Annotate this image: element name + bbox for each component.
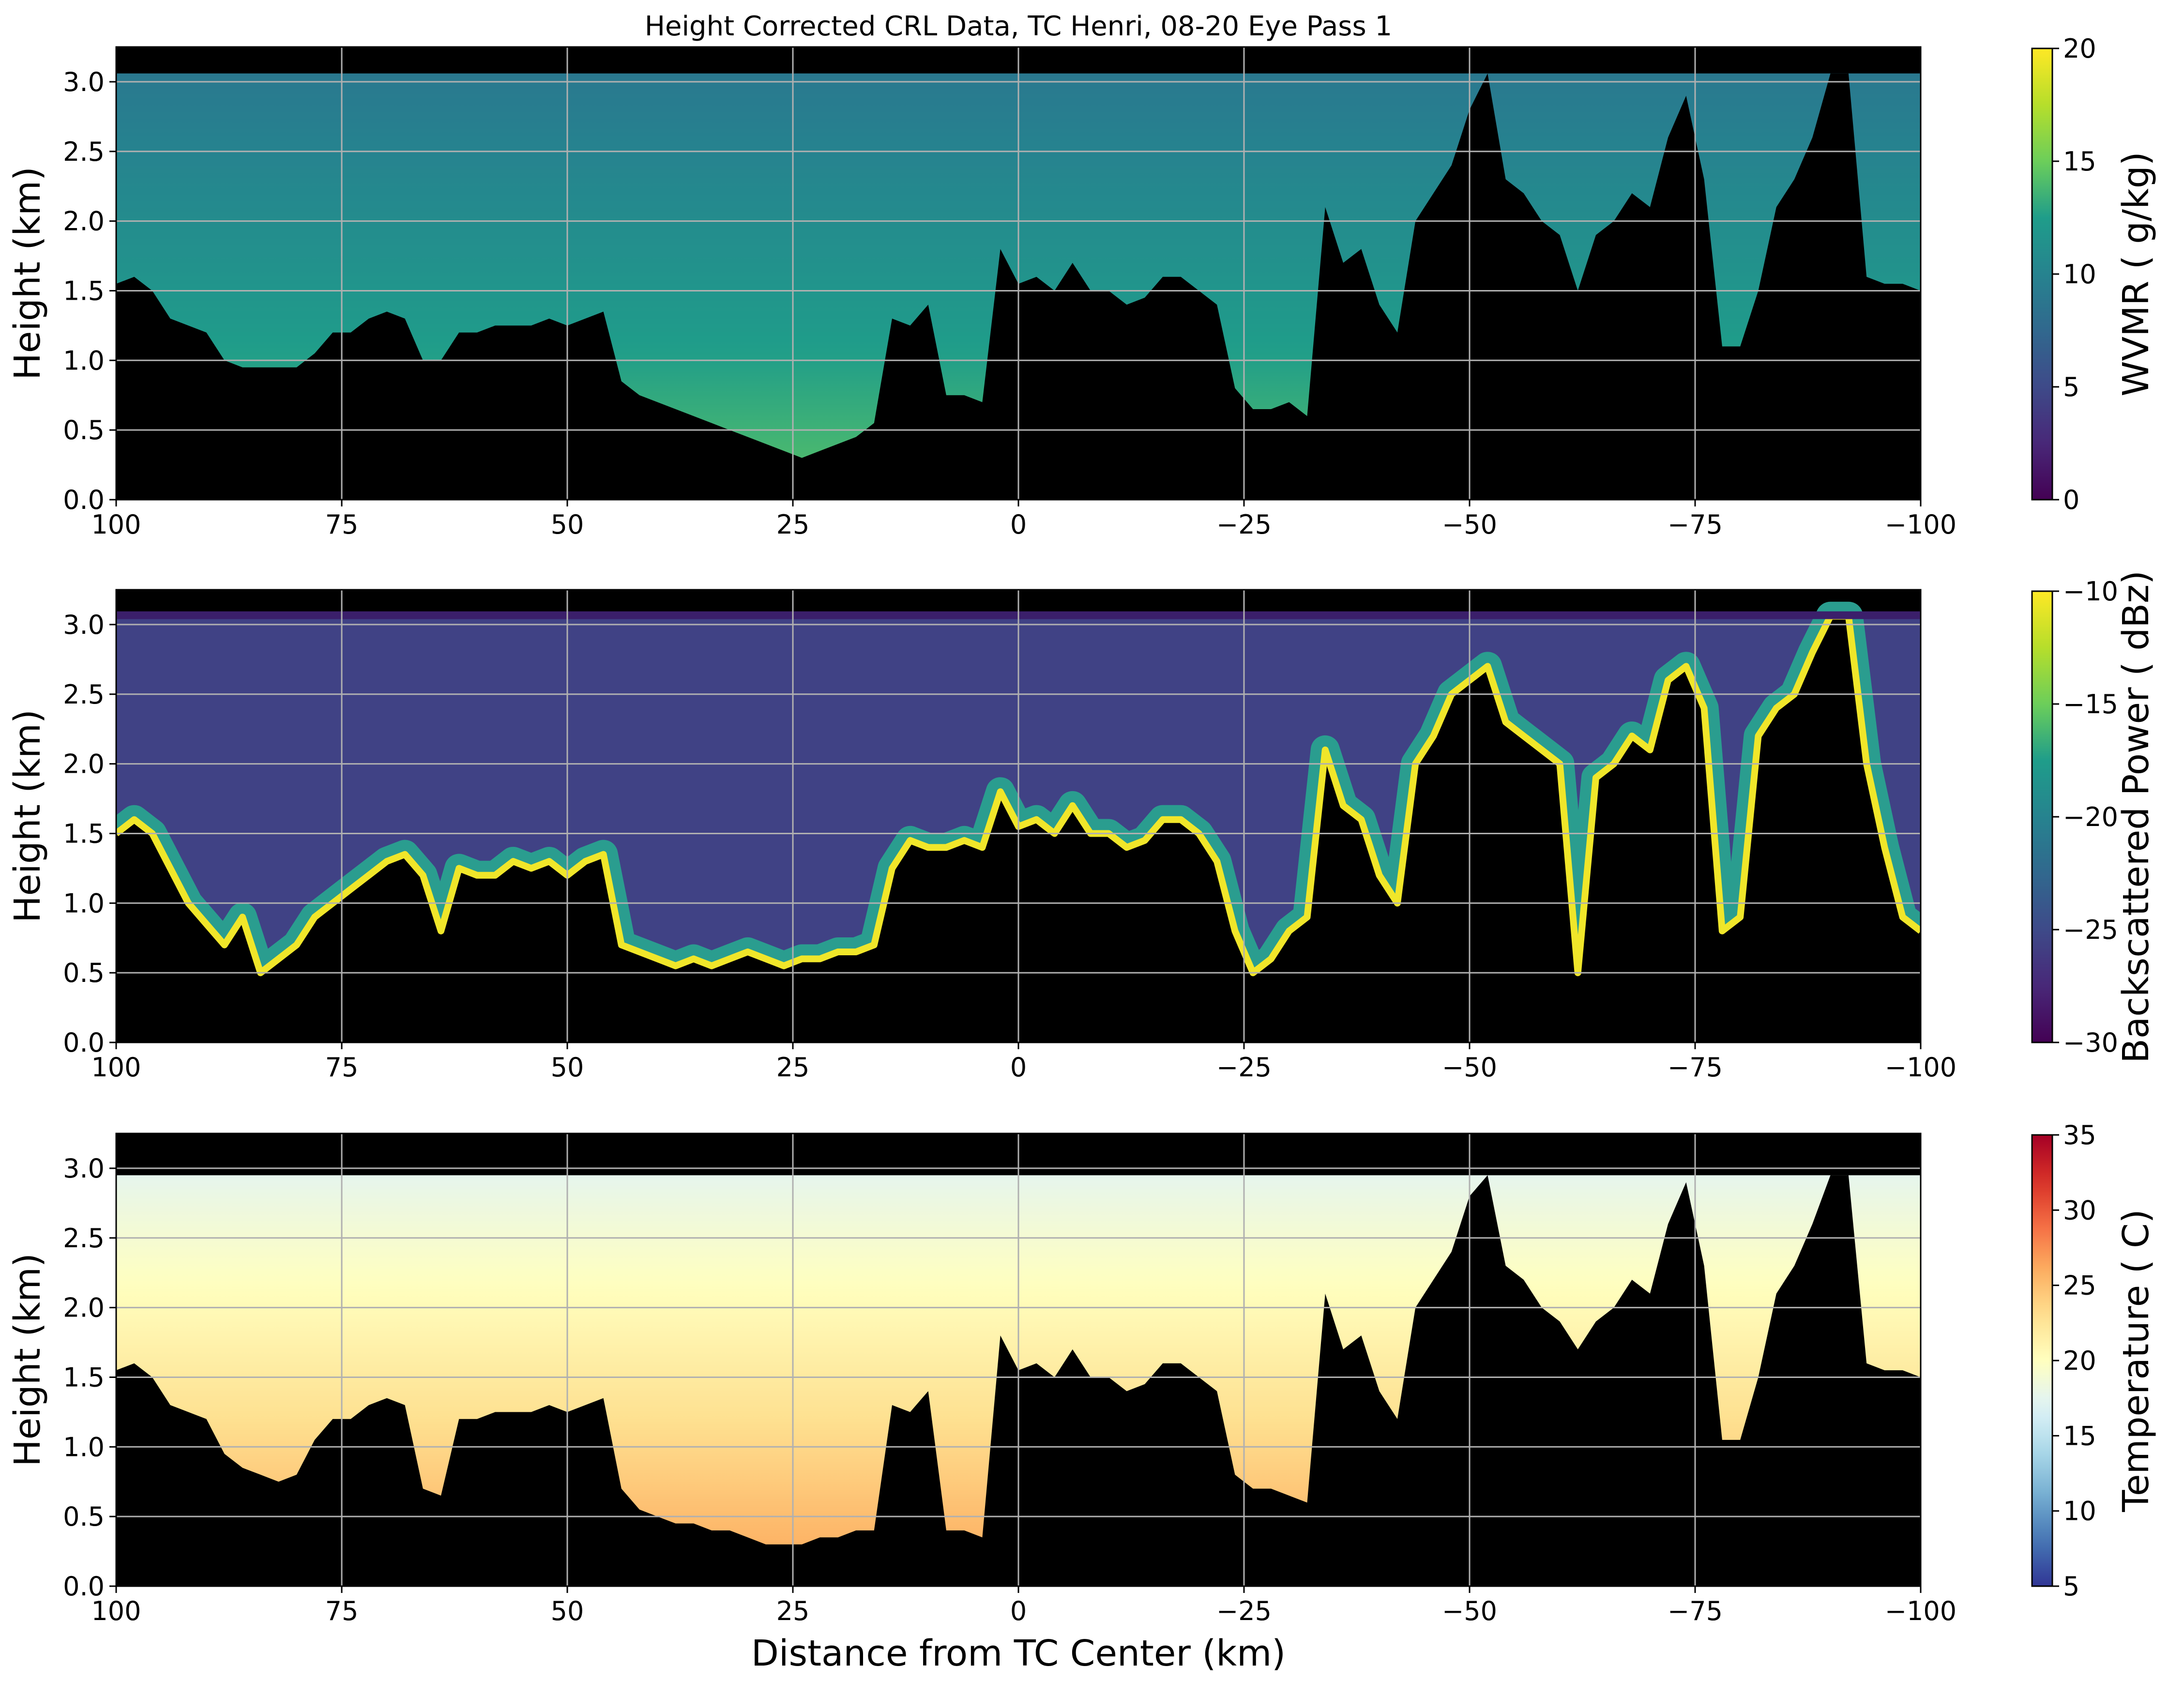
- colorbar-tick-label: 5: [2063, 1571, 2079, 1602]
- y-tick-label: 3.0: [63, 1153, 105, 1184]
- x-tick-label: −25: [1216, 509, 1272, 540]
- y-tick-label: 0.5: [63, 415, 105, 445]
- y-tick-label: 2.5: [63, 137, 105, 167]
- colorbar-tick-label: 25: [2063, 1270, 2096, 1301]
- x-tick-label: −75: [1668, 1596, 1723, 1626]
- x-axis-label: Distance from TC Center (km): [751, 1633, 1286, 1674]
- x-tick-label: 0: [1010, 1052, 1027, 1083]
- y-axis-label: Height (km): [7, 167, 48, 380]
- colorbar-tick-label: 30: [2063, 1195, 2096, 1225]
- x-tick-label: 25: [776, 1052, 810, 1083]
- x-tick-label: 75: [325, 509, 359, 540]
- x-tick-label: 0: [1010, 1596, 1027, 1626]
- y-tick-label: 1.5: [63, 818, 105, 849]
- x-tick-label: −50: [1442, 1596, 1497, 1626]
- y-tick-label: 2.5: [63, 1223, 105, 1254]
- x-tick-label: 100: [91, 1596, 141, 1626]
- y-tick-label: 2.0: [63, 1293, 105, 1323]
- y-tick-label: 2.0: [63, 206, 105, 237]
- y-tick-label: 1.5: [63, 275, 105, 306]
- panels: 100 75 50 25 0 −25 −50 −75 −1000.00.51.01.52.02.…: [7, 33, 2157, 1626]
- x-tick-label: −100: [1885, 509, 1956, 540]
- x-tick-label: 50: [551, 1596, 584, 1626]
- x-tick-label: −100: [1885, 1596, 1956, 1626]
- colorbar-tick-label: 15: [2063, 1421, 2096, 1451]
- y-tick-label: 2.5: [63, 679, 105, 710]
- plot-area: [116, 590, 1921, 1042]
- x-tick-label: −25: [1216, 1052, 1272, 1083]
- panel-1: 100 75 50 25 0 −25 −50 −75 −1000.00.51.01.52.02.…: [7, 33, 2157, 540]
- figure-title: Height Corrected CRL Data, TC Henri, 08-…: [645, 11, 1392, 42]
- y-tick-label: 3.0: [63, 610, 105, 640]
- colorbar-tick-label: 15: [2063, 146, 2096, 177]
- colorbar-tick-label: 35: [2063, 1120, 2096, 1150]
- colorbar-tick-label: 10: [2063, 1496, 2096, 1527]
- colorbar: 0 5 10 15 20 WVMR ( g/kg): [2031, 33, 2157, 515]
- x-tick-label: 100: [91, 1052, 141, 1083]
- x-tick-label: 75: [325, 1052, 359, 1083]
- x-tick-label: 25: [776, 1596, 810, 1626]
- colorbar-tick-label: 5: [2063, 372, 2079, 402]
- x-tick-label: 0: [1010, 509, 1027, 540]
- x-tick-label: −75: [1668, 1052, 1723, 1083]
- colorbar-tick-label: −25: [2063, 915, 2118, 945]
- y-tick-label: 0.0: [63, 485, 105, 515]
- colorbar-tick-label: −10: [2063, 576, 2118, 607]
- colorbar-gradient: [2031, 47, 2053, 501]
- x-tick-label: 75: [325, 1596, 359, 1626]
- y-axis-label: Height (km): [7, 1253, 48, 1467]
- plot-area: [116, 1133, 1921, 1586]
- x-tick-label: 25: [776, 509, 810, 540]
- x-tick-label: 100: [91, 509, 141, 540]
- colorbar-gradient: [2031, 1134, 2053, 1587]
- panel-2: 100 75 50 25 0 −25 −50 −75 −100 0.0 0.5 1.0 1.5 2.0 2.…: [7, 570, 2157, 1083]
- y-tick-label: 0.5: [63, 958, 105, 988]
- colorbar-tick-label: 20: [2063, 33, 2096, 64]
- colorbar-tick-label: −20: [2063, 802, 2118, 832]
- colorbar: 5 10 15 20 25 30 35 Temperature ( C): [2031, 1120, 2157, 1602]
- colorbar-tick-label: −15: [2063, 689, 2118, 719]
- x-tick-label: 50: [551, 509, 584, 540]
- colorbar-label: Temperature ( C): [2115, 1209, 2157, 1512]
- y-tick-label: 1.5: [63, 1362, 105, 1392]
- colorbar-tick-label: 0: [2063, 485, 2079, 515]
- colorbar-tick-label: 20: [2063, 1346, 2096, 1376]
- colorbar-tick-label: −30: [2063, 1027, 2118, 1058]
- x-tick-label: −50: [1442, 1052, 1497, 1083]
- x-tick-label: −100: [1885, 1052, 1956, 1083]
- plot-area: [116, 47, 1921, 500]
- colorbar-label: WVMR ( g/kg): [2115, 152, 2157, 397]
- colorbar-label: Backscattered Power ( dBz): [2115, 570, 2157, 1063]
- y-tick-label: 1.0: [63, 888, 105, 918]
- x-tick-label: −75: [1668, 509, 1723, 540]
- x-tick-label: −50: [1442, 509, 1497, 540]
- y-tick-label: 2.0: [63, 749, 105, 780]
- y-tick-label: 0.5: [63, 1501, 105, 1532]
- y-tick-label: 1.0: [63, 345, 105, 376]
- y-tick-label: 3.0: [63, 67, 105, 97]
- x-tick-label: 50: [551, 1052, 584, 1083]
- colorbar-tick-label: 10: [2063, 259, 2096, 290]
- y-tick-label: 0.0: [63, 1571, 105, 1602]
- y-tick-label: 1.0: [63, 1432, 105, 1462]
- panel-3: 100 75 50 25 0 −25 −50 −75 −100 0.0 0.5 1.0 1.5 2.0 2.…: [7, 1120, 2157, 1626]
- y-axis-label: Height (km): [7, 709, 48, 923]
- x-tick-label: −25: [1216, 1596, 1272, 1626]
- colorbar-gradient: [2031, 590, 2053, 1043]
- y-tick-label: 0.0: [63, 1027, 105, 1058]
